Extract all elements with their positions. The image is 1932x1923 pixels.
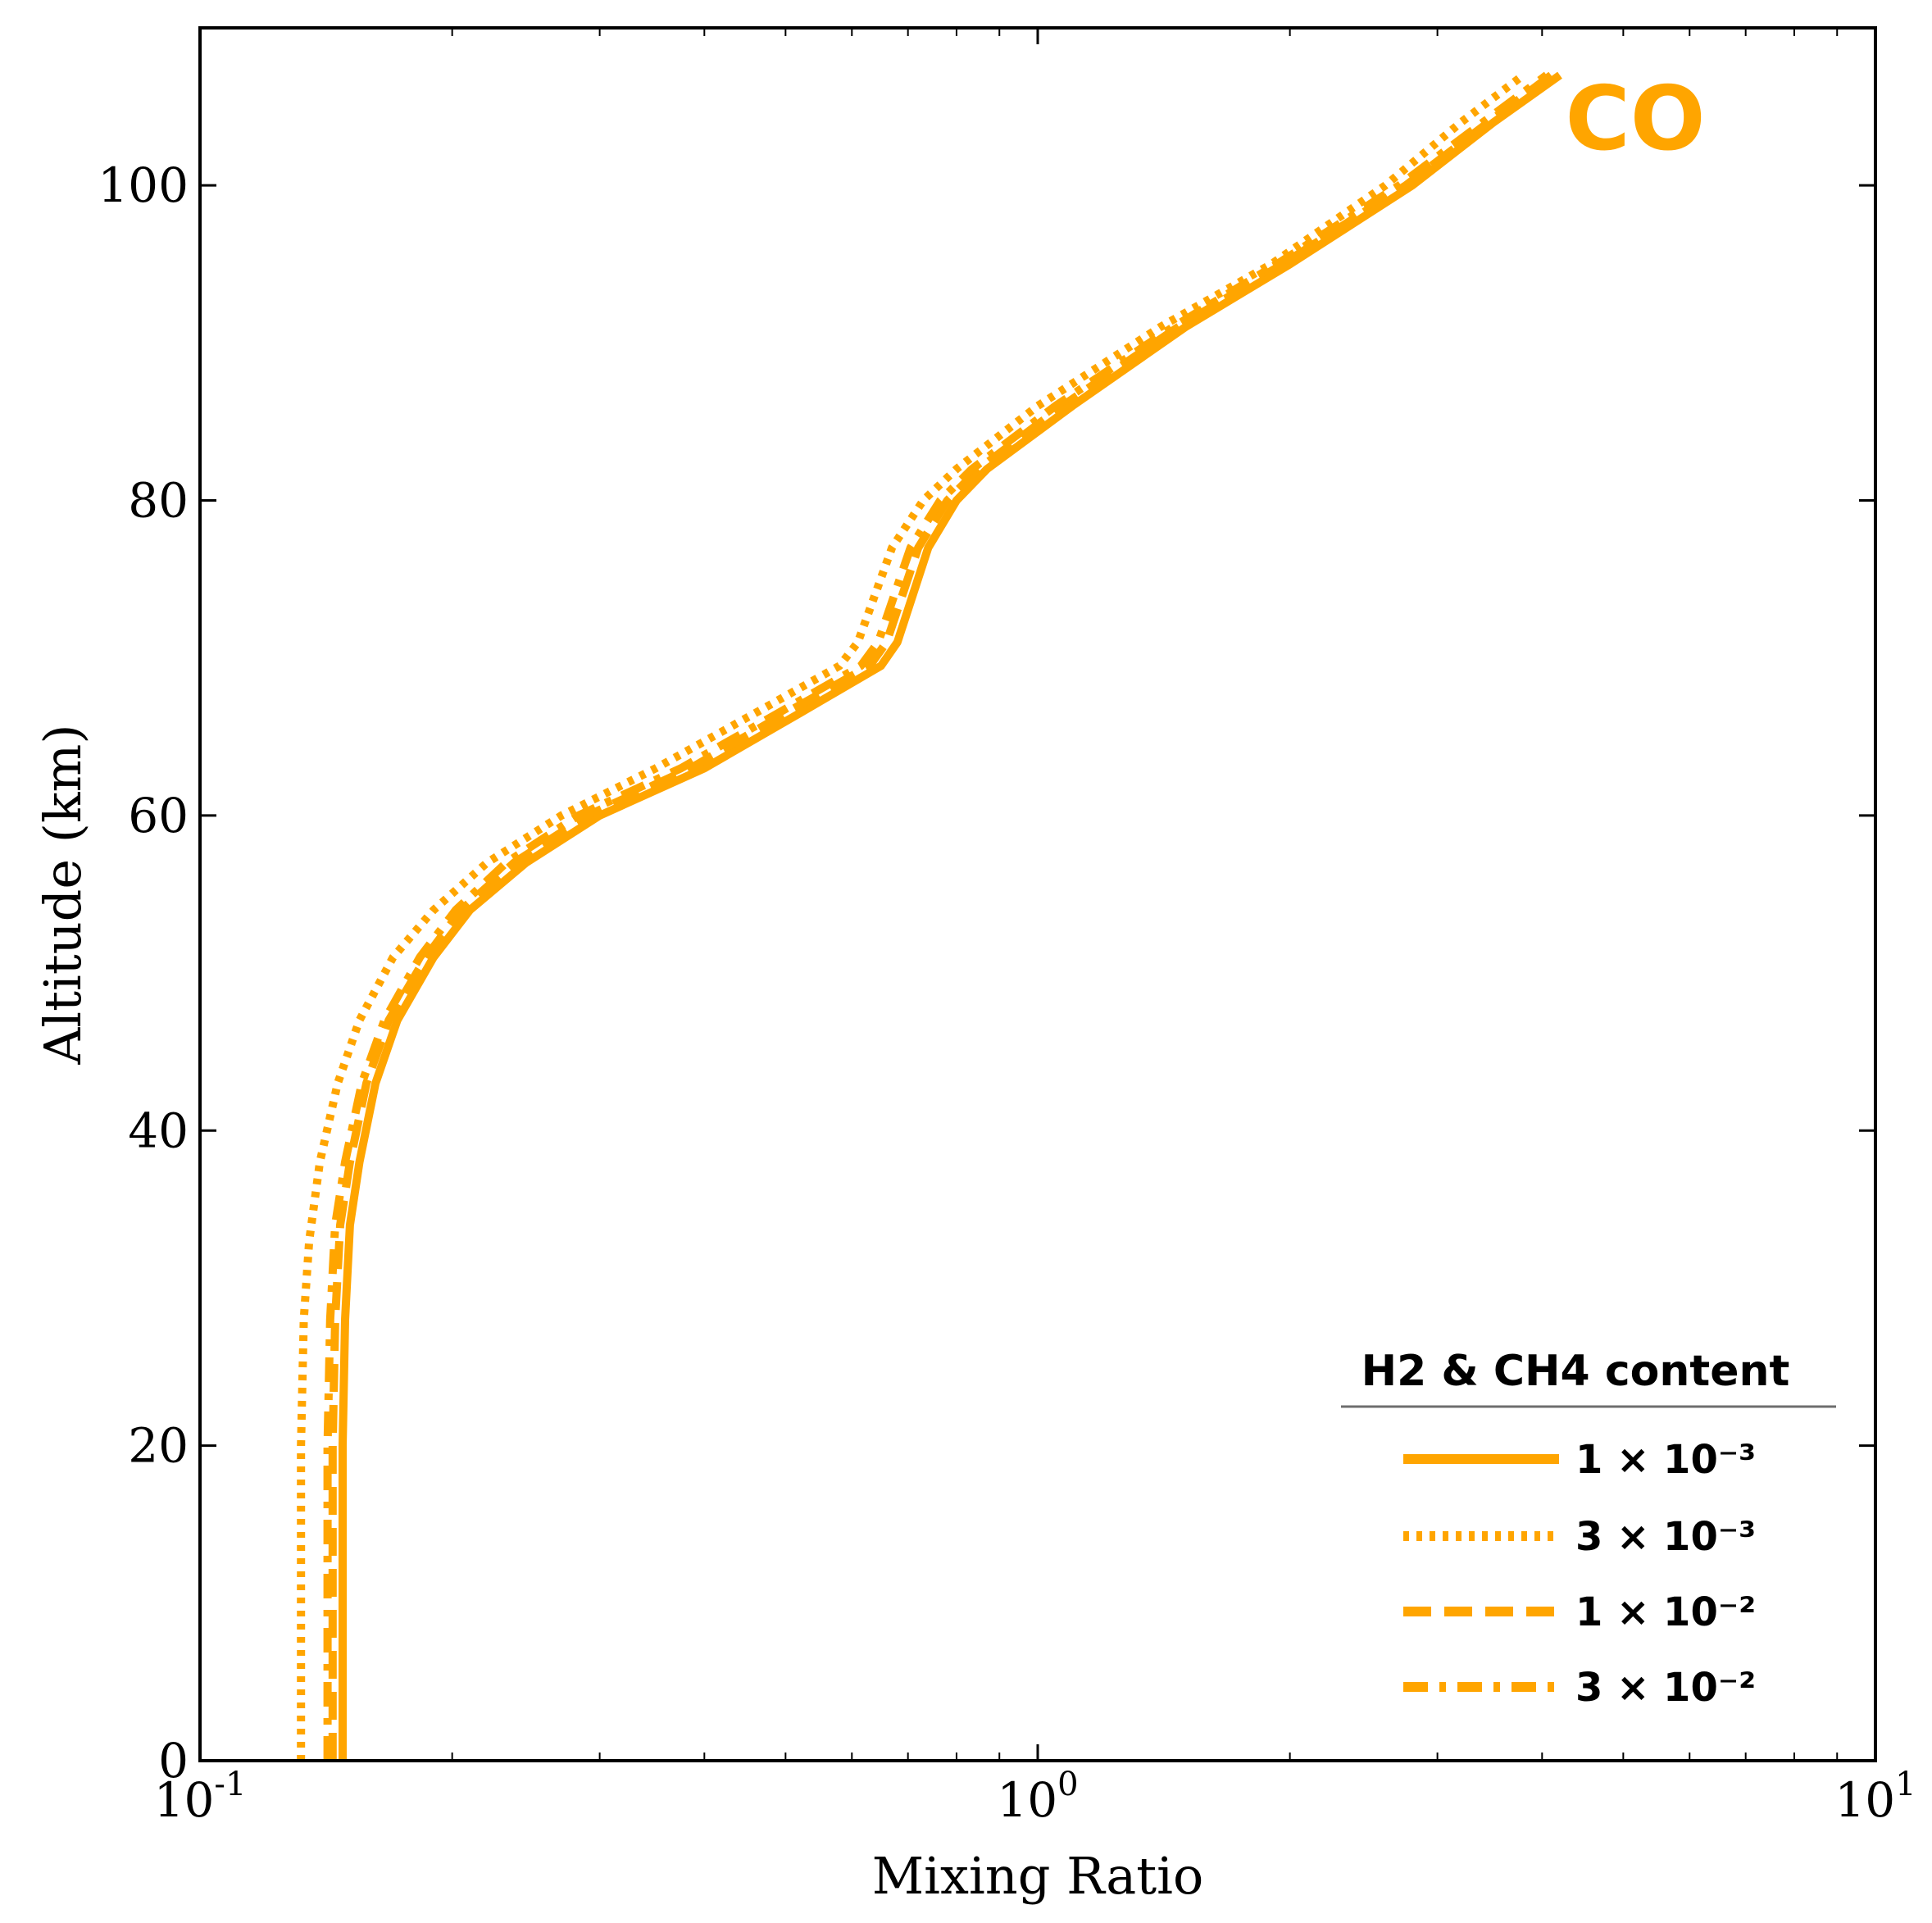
series-line-dotted — [297, 71, 1526, 1761]
species-label: CO — [1565, 68, 1705, 170]
legend-label: 3 × 10⁻² — [1575, 1665, 1756, 1711]
plot-area — [200, 28, 1875, 1761]
y-tick-label: 80 — [128, 473, 189, 529]
y-tick-label: 0 — [158, 1733, 189, 1789]
x-axis-label: Mixing Ratio — [872, 1846, 1204, 1906]
axis-ticks: 0 20 40 60 80 100 10-1 100 101 — [98, 28, 1916, 1828]
y-tick-label: 60 — [128, 788, 189, 843]
x-tick-label: 10-1 — [154, 1766, 247, 1828]
series-lines — [297, 71, 1562, 1761]
legend-label: 1 × 10⁻² — [1575, 1589, 1756, 1635]
y-axis-label: Altitude (km) — [33, 724, 93, 1065]
x-tick-label: 101 — [1834, 1766, 1916, 1828]
legend-label: 1 × 10⁻³ — [1575, 1437, 1756, 1483]
y-tick-label: 40 — [128, 1102, 189, 1158]
y-tick-label: 20 — [128, 1418, 189, 1474]
legend-label: 3 × 10⁻³ — [1575, 1514, 1756, 1560]
legend-entries: 1 × 10⁻³ 3 × 10⁻³ 1 × 10⁻² 3 × 10⁻² — [1403, 1437, 1756, 1711]
series-line-solid — [339, 71, 1562, 1761]
x-tick-label: 100 — [997, 1766, 1078, 1828]
series-line-dashed — [328, 71, 1554, 1761]
legend: H2 & CH4 content 1 × 10⁻³3 × 10⁻³1 × 10⁻… — [1341, 1347, 1836, 1711]
y-tick-label: 100 — [98, 157, 189, 213]
plot-frame — [198, 26, 1877, 1762]
legend-title: H2 & CH4 content — [1361, 1347, 1790, 1396]
series-line-dashdot — [323, 71, 1549, 1761]
